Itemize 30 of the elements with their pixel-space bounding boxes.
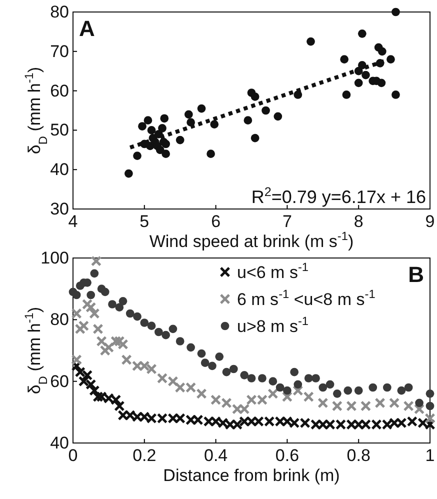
y-tick-label: 50 xyxy=(50,120,69,140)
y-tick-label: 30 xyxy=(50,199,69,218)
x-tick-label: 0 xyxy=(68,446,78,466)
x-tick-label: 0.6 xyxy=(275,446,300,466)
legend-label: 6 m s$^{-1}$ <u<8 m s$^{-1}$ xyxy=(237,287,376,309)
annotation: B xyxy=(408,262,424,287)
legend-label: u>8 m s$^{-1}$ xyxy=(237,314,309,336)
legend-label: u<6 m s$^{-1}$ xyxy=(237,260,309,282)
x-tick-label: 0.8 xyxy=(346,446,370,466)
x-axis-title: Wind speed at brink (m s$^{-1}$) xyxy=(149,229,354,251)
y-tick-label: 100 xyxy=(40,248,69,268)
y-tick-label: 40 xyxy=(50,433,69,452)
y-tick-label: 80 xyxy=(50,2,69,22)
x-axis-title: Distance from brink (m) xyxy=(163,466,340,485)
x-tick-label: 8 xyxy=(354,212,364,232)
x-tick-label: 4 xyxy=(68,212,78,232)
x-tick-label: 9 xyxy=(425,212,435,232)
y-tick-label: 60 xyxy=(50,81,69,100)
x-tick-label: 6 xyxy=(211,212,221,232)
y-tick-label: 60 xyxy=(50,372,69,391)
x-tick-label: 0.2 xyxy=(132,446,156,466)
annotation: A xyxy=(79,16,95,41)
y-tick-label: 40 xyxy=(50,160,69,180)
x-tick-label: 0.4 xyxy=(204,446,228,466)
y-tick-label: 80 xyxy=(50,310,69,330)
annotation: R$^{2}$=0.79 y=6.17x + 16 xyxy=(251,185,426,207)
y-tick-label: 70 xyxy=(50,42,69,61)
x-tick-label: 7 xyxy=(282,212,292,232)
x-tick-label: 5 xyxy=(140,212,150,232)
x-tick-label: 1 xyxy=(425,446,435,466)
